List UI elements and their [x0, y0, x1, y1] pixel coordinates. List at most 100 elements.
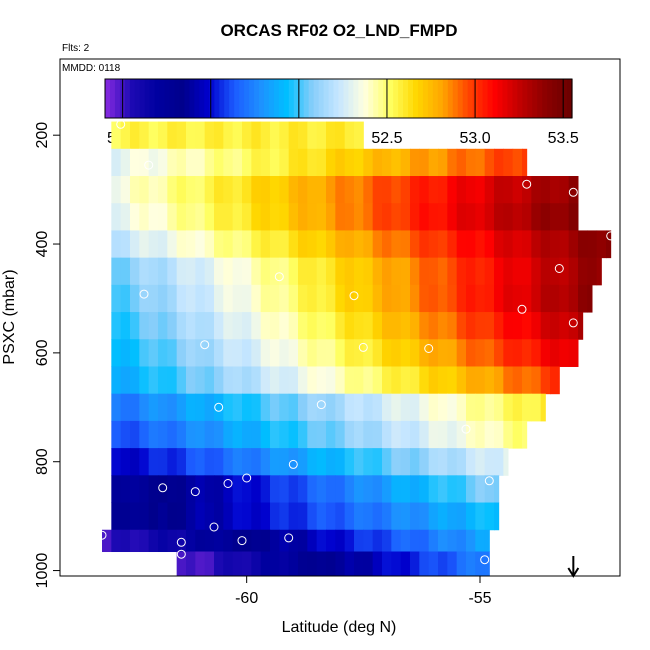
heatmap-cell	[391, 393, 402, 422]
heatmap-cell	[148, 502, 159, 531]
x-tick-label: -55	[468, 590, 491, 607]
heatmap-cell	[475, 502, 486, 531]
heatmap-cell	[466, 475, 476, 504]
heatmap-cell	[204, 448, 215, 476]
heatmap-cell	[139, 529, 150, 553]
heatmap-cell	[204, 529, 215, 553]
colorbar-swatch	[105, 79, 111, 118]
heatmap-cell	[382, 551, 392, 577]
colorbar-swatch	[552, 79, 558, 118]
heatmap-cell	[410, 257, 420, 286]
heatmap-cell	[111, 529, 122, 553]
heatmap-cell	[195, 502, 206, 531]
heatmap-cell	[354, 529, 364, 553]
heatmap-cell	[288, 475, 299, 504]
colorbar-swatch	[378, 79, 384, 118]
heatmap-cell	[167, 203, 178, 231]
heatmap-cell	[186, 176, 196, 204]
heatmap-cell	[270, 448, 280, 476]
heatmap-cell	[130, 312, 140, 340]
heatmap-cell	[176, 551, 187, 577]
heatmap-cell	[344, 339, 355, 367]
heatmap-cell	[550, 339, 560, 367]
heatmap-cell	[512, 420, 523, 449]
heatmap-cell	[382, 339, 392, 367]
colorbar-swatch	[298, 79, 305, 118]
colorbar-swatch	[462, 79, 469, 118]
heatmap-cell	[120, 230, 131, 259]
heatmap-cell	[120, 203, 131, 231]
heatmap-cell	[419, 148, 430, 177]
colorbar-swatch	[358, 79, 364, 118]
heatmap-cell	[307, 148, 318, 177]
heatmap-cell	[335, 176, 346, 204]
heatmap-cell	[438, 366, 448, 395]
heatmap-cell	[438, 230, 448, 259]
heatmap-cell	[326, 366, 336, 395]
heatmap-cell	[186, 312, 196, 340]
heatmap-cell	[279, 148, 290, 177]
heatmap-cell	[335, 121, 346, 150]
heatmap-cell	[354, 284, 364, 313]
heatmap-cell	[428, 176, 439, 204]
heatmap-cell	[111, 284, 122, 313]
heatmap-cell	[148, 203, 159, 231]
data-point	[568, 318, 578, 328]
heatmap-cell	[503, 148, 514, 177]
data-point	[316, 400, 326, 410]
heatmap-cell	[522, 148, 528, 177]
heatmap-cell	[456, 366, 467, 395]
heatmap-cell	[111, 448, 122, 476]
heatmap-cells	[102, 121, 612, 577]
heatmap-cell	[484, 551, 490, 577]
data-point	[554, 264, 564, 273]
heatmap-cell	[559, 176, 570, 204]
heatmap-cell	[288, 148, 299, 177]
heatmap-cell	[540, 366, 551, 395]
observation-points	[97, 119, 616, 565]
heatmap-cell	[148, 284, 159, 313]
heatmap-cell	[512, 366, 523, 395]
heatmap-cell	[484, 148, 495, 177]
heatmap-cell	[466, 312, 476, 340]
heatmap-cell	[438, 203, 448, 231]
heatmap-cell	[223, 148, 234, 177]
heatmap-cell	[288, 393, 299, 422]
heatmap-cell	[447, 230, 458, 259]
heatmap-cell	[270, 176, 280, 204]
data-point	[484, 476, 494, 486]
colorbar-swatch	[537, 79, 543, 118]
heatmap-cell	[270, 312, 280, 340]
heatmap-cell	[167, 230, 178, 259]
y-tick-label: 600	[34, 339, 51, 366]
heatmap-cell	[354, 203, 364, 231]
heatmap-cell	[298, 339, 308, 367]
heatmap-cell	[326, 230, 336, 259]
heatmap-cell	[204, 230, 215, 259]
heatmap-cell	[298, 284, 308, 313]
heatmap-cell	[204, 148, 215, 177]
heatmap-cell	[204, 475, 215, 504]
heatmap-cell	[475, 448, 486, 476]
colorbar-swatch	[139, 79, 146, 118]
colorbar-swatch	[343, 79, 350, 118]
heatmap-cell	[550, 257, 560, 286]
heatmap-cell	[447, 148, 458, 177]
colorbar-swatch	[219, 79, 225, 118]
heatmap-cell	[447, 339, 458, 367]
heatmap-cell	[363, 475, 374, 504]
heatmap-cell	[438, 502, 448, 531]
heatmap-cell	[428, 366, 439, 395]
heatmap-cell	[428, 420, 439, 449]
heatmap-cell	[279, 230, 290, 259]
heatmap-cell	[111, 420, 122, 449]
heatmap-cell	[288, 420, 299, 449]
heatmap-cell	[288, 203, 299, 231]
heatmap-cell	[419, 475, 430, 504]
heatmap-cell	[148, 529, 159, 553]
heatmap-cell	[214, 176, 224, 204]
heatmap-cell	[550, 284, 560, 313]
heatmap-cell	[298, 420, 308, 449]
heatmap-cell	[251, 502, 262, 531]
